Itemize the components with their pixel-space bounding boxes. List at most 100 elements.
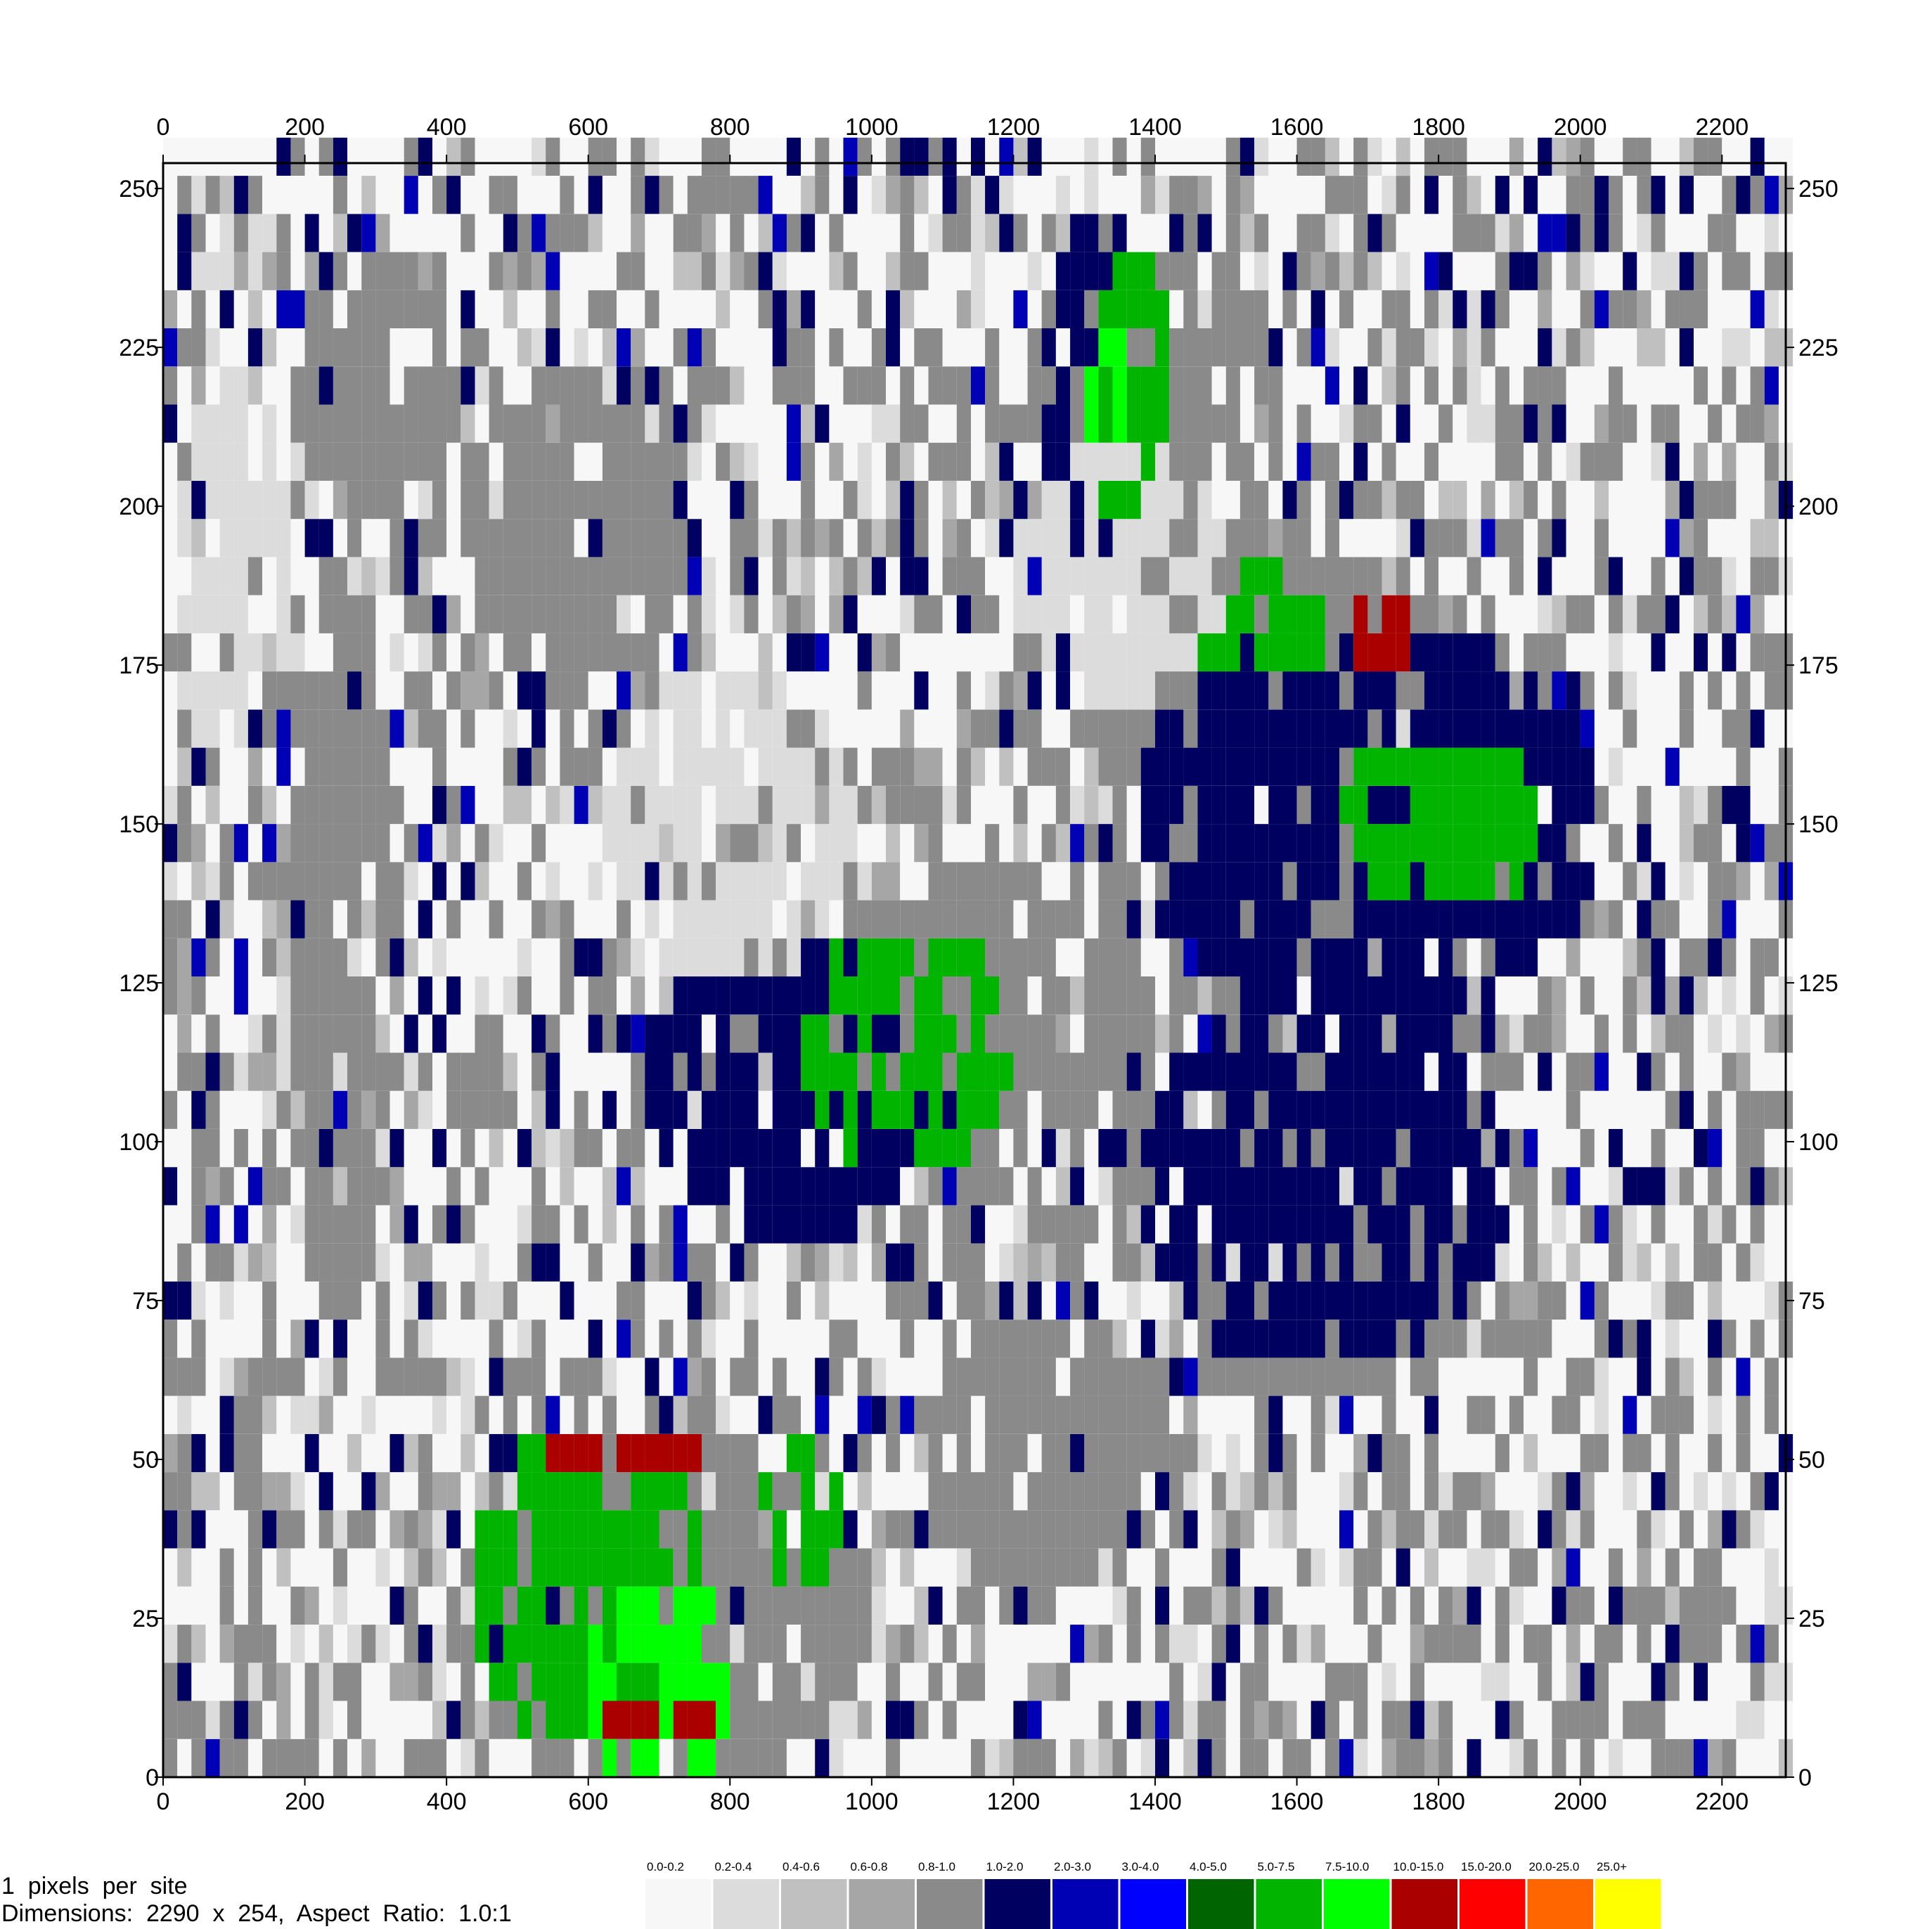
heatmap-cell: [532, 442, 546, 481]
heatmap-cell: [389, 252, 404, 290]
heatmap-cell: [1140, 1548, 1155, 1587]
heatmap-cell: [1197, 671, 1212, 710]
heatmap-cell: [1268, 785, 1283, 825]
heatmap-cell: [928, 1090, 943, 1129]
heatmap-cell: [1126, 290, 1141, 328]
heatmap-cell: [928, 290, 943, 328]
heatmap-cell: [1239, 1395, 1255, 1434]
heatmap-cell: [1112, 862, 1127, 901]
heatmap-cell: [1609, 671, 1623, 710]
heatmap-cell: [1580, 1395, 1595, 1434]
heatmap-cell: [276, 900, 291, 938]
heatmap-cell: [304, 519, 319, 557]
heatmap-cell: [1623, 1357, 1637, 1396]
heatmap-cell: [1708, 1090, 1722, 1129]
heatmap-cell: [1552, 595, 1566, 633]
heatmap-cell: [1694, 633, 1708, 672]
heatmap-cell: [673, 366, 688, 405]
heatmap-cell: [1651, 1320, 1666, 1358]
heatmap-cell: [318, 557, 333, 595]
heatmap-cell: [1353, 1243, 1368, 1282]
heatmap-cell: [1637, 404, 1651, 443]
x-tick-label-top: 2000: [1554, 114, 1607, 141]
heatmap-cell: [1736, 176, 1751, 214]
heatmap-cell: [645, 633, 659, 672]
heatmap-cell: [546, 1357, 560, 1396]
heatmap-cell: [1197, 442, 1212, 481]
heatmap-cell: [1708, 1433, 1722, 1473]
heatmap-cell: [1112, 1472, 1127, 1511]
heatmap-cell: [247, 633, 263, 672]
heatmap-cell: [1708, 1281, 1722, 1320]
heatmap-cell: [1594, 1090, 1609, 1129]
heatmap-cell: [1623, 633, 1637, 672]
heatmap-cell: [772, 366, 787, 405]
heatmap-cell: [1665, 1510, 1680, 1549]
heatmap-cell: [177, 1395, 192, 1434]
heatmap-cell: [1098, 137, 1113, 176]
heatmap-cell: [389, 1052, 404, 1091]
heatmap-cell: [318, 1395, 333, 1434]
heatmap-cell: [985, 1281, 1000, 1320]
heatmap-cell: [1155, 404, 1170, 443]
heatmap-cell: [1325, 1472, 1340, 1511]
heatmap-cell: [461, 1014, 475, 1053]
heatmap-cell: [1382, 1243, 1396, 1282]
heatmap-cell: [574, 1167, 588, 1206]
heatmap-cell: [1481, 1625, 1495, 1663]
heatmap-cell: [1623, 1510, 1637, 1549]
heatmap-cell: [1764, 709, 1779, 748]
heatmap-cell: [673, 404, 688, 443]
heatmap-cell: [999, 1738, 1014, 1777]
heatmap-cell: [1254, 1663, 1269, 1701]
heatmap-cell: [1764, 1205, 1779, 1244]
heatmap-cell: [389, 595, 404, 633]
heatmap-cell: [1013, 709, 1028, 748]
heatmap-cell: [404, 1090, 418, 1129]
heatmap-cell: [503, 1625, 517, 1663]
heatmap-cell: [1708, 1472, 1722, 1511]
heatmap-cell: [1566, 1625, 1580, 1663]
heatmap-cell: [971, 1320, 986, 1358]
heatmap-cell: [247, 404, 263, 443]
heatmap-cell: [205, 824, 220, 863]
heatmap-cell: [1339, 900, 1354, 938]
heatmap-cell: [1239, 976, 1255, 1015]
heatmap-cell: [744, 1395, 759, 1434]
heatmap-cell: [276, 1205, 291, 1244]
heatmap-cell: [886, 976, 901, 1015]
heatmap-cell: [801, 290, 816, 328]
heatmap-cell: [1268, 595, 1283, 633]
heatmap-cell: [942, 290, 957, 328]
heatmap-cell: [1665, 557, 1680, 595]
heatmap-cell: [1552, 1663, 1566, 1701]
heatmap-cell: [659, 1281, 674, 1320]
heatmap-cell: [1098, 1014, 1113, 1053]
heatmap-cell: [318, 1243, 333, 1282]
heatmap-cell: [432, 1281, 447, 1320]
heatmap-cell: [1509, 671, 1524, 710]
heatmap-cell: [673, 252, 688, 290]
heatmap-cell: [1367, 1510, 1382, 1549]
heatmap-cell: [744, 1167, 759, 1206]
heatmap-cell: [475, 366, 489, 405]
heatmap-cell: [758, 404, 773, 443]
heatmap-cell: [1538, 1205, 1552, 1244]
heatmap-cell: [928, 1625, 943, 1663]
heatmap-cell: [956, 900, 971, 938]
heatmap-cell: [205, 1014, 220, 1053]
heatmap-cell: [744, 595, 759, 633]
heatmap-cell: [205, 519, 220, 557]
heatmap-cell: [1694, 1090, 1708, 1129]
heatmap-cell: [772, 1586, 787, 1625]
heatmap-cell: [1665, 1320, 1680, 1358]
heatmap-cell: [503, 1395, 517, 1434]
heatmap-cell: [1566, 1167, 1580, 1206]
heatmap-cell: [716, 1281, 730, 1320]
heatmap-cell: [1112, 1090, 1127, 1129]
heatmap-cell: [1438, 1014, 1453, 1053]
heatmap-cell: [1424, 176, 1439, 214]
heatmap-cell: [1325, 1243, 1340, 1282]
heatmap-cell: [617, 1510, 631, 1549]
heatmap-cell: [1041, 404, 1056, 443]
